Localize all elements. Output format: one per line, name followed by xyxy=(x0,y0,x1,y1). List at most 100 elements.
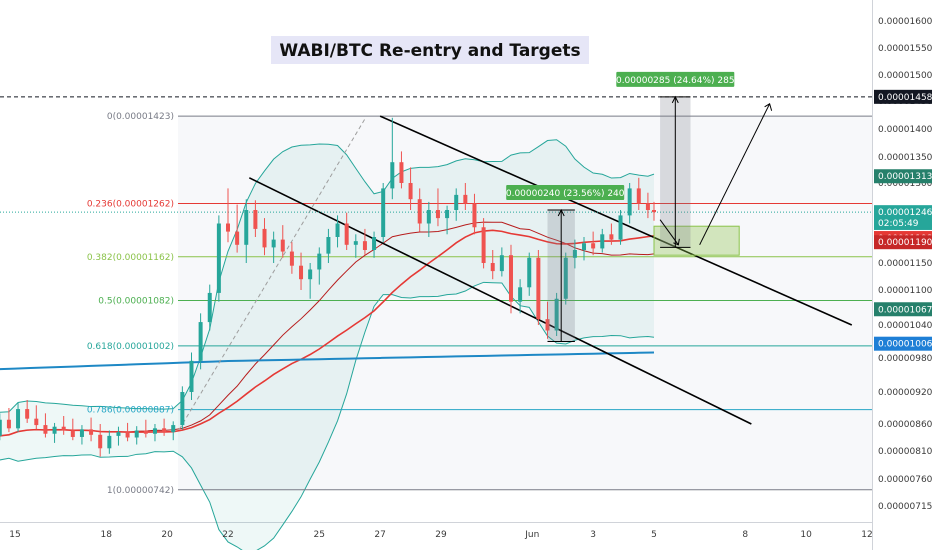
time-tick-label: 10 xyxy=(800,530,812,540)
candle-body xyxy=(435,210,440,219)
candle-body xyxy=(372,237,377,250)
candle-body xyxy=(499,255,504,272)
price-tick-label: 0.00001600 xyxy=(878,17,932,27)
candle-body xyxy=(98,434,103,449)
price-tag-text: 0.00001067 xyxy=(878,305,932,315)
price-tick-label: 0.00001550 xyxy=(878,44,932,54)
price-tick-label: 0.00001300 xyxy=(878,179,932,189)
candle-body xyxy=(143,430,148,434)
candle-body xyxy=(591,243,596,249)
price-tick-label: 0.00001500 xyxy=(878,71,932,81)
candle-body xyxy=(6,419,11,429)
candle-body xyxy=(353,241,358,245)
candle-body xyxy=(326,237,331,254)
candle-body xyxy=(116,432,121,436)
candle-body xyxy=(244,210,249,245)
candle-body xyxy=(289,251,294,266)
candle-body xyxy=(198,322,203,361)
price-tick-label: 0.00000760 xyxy=(878,475,932,485)
ma-200-line xyxy=(0,351,655,371)
price-tag xyxy=(874,215,932,230)
candle-body xyxy=(52,426,57,434)
candle-body xyxy=(70,430,75,437)
candle-body xyxy=(636,188,641,204)
bollinger-upper xyxy=(0,139,655,413)
candle-body xyxy=(171,425,176,433)
fib-level-label: 0(0.00001423) xyxy=(107,112,174,122)
bollinger-lower xyxy=(0,281,655,554)
measure-label-text: 0.00000285 (24.64%) 285 xyxy=(616,76,735,86)
price-tag xyxy=(874,302,932,317)
time-tick-label: 3 xyxy=(590,530,596,540)
price-tag xyxy=(874,89,932,104)
candle-body xyxy=(162,428,167,433)
candle-body xyxy=(618,215,623,240)
price-tag-text: 02:05:49 xyxy=(878,219,919,229)
candle-body xyxy=(152,428,157,434)
dashed-trend-line xyxy=(178,118,366,430)
price-tag-text: 0.00001190 xyxy=(878,238,932,248)
time-tick-label: Jun xyxy=(524,530,539,540)
candle-body xyxy=(335,223,340,237)
candle-body xyxy=(408,183,413,200)
candle-body xyxy=(107,435,112,449)
candle-body xyxy=(25,409,30,419)
price-tick-label: 0.00000810 xyxy=(878,447,932,457)
price-tag-text: 0.00001313 xyxy=(878,172,932,182)
candle-body xyxy=(627,188,632,216)
price-tag-text: 0.00001006 xyxy=(878,340,932,350)
candle-body xyxy=(563,257,568,299)
candle-body xyxy=(89,429,94,435)
channel-lower-line xyxy=(248,177,752,425)
candle-body xyxy=(189,360,194,392)
candle-body xyxy=(609,234,614,240)
candle-body xyxy=(417,199,422,224)
fib-level-label: 1(0.00000742) xyxy=(107,486,174,496)
time-tick-label: 29 xyxy=(435,530,447,540)
candle-body xyxy=(472,203,477,228)
candle-body xyxy=(426,210,431,224)
candle-body xyxy=(216,223,221,293)
candle-body xyxy=(362,241,367,250)
candle-body xyxy=(582,243,587,250)
candle-body xyxy=(390,162,395,189)
candle-body xyxy=(545,319,550,331)
price-tag-text: 0.00001246 xyxy=(878,208,932,218)
projection-arrow-up xyxy=(699,103,771,246)
candle-body xyxy=(34,418,39,426)
price-tick-label: 0.00000715 xyxy=(878,502,932,512)
price-tag xyxy=(874,336,932,351)
price-axis-panel xyxy=(872,0,932,550)
price-tick-label: 0.00000980 xyxy=(878,354,932,364)
price-tick-label: 0.00001150 xyxy=(878,259,932,269)
candle-body xyxy=(16,409,21,429)
candle-body xyxy=(61,426,66,431)
time-tick-label: 18 xyxy=(101,530,113,540)
candle-body xyxy=(527,257,532,288)
time-tick-label: 12 xyxy=(861,530,872,540)
measure-label-box xyxy=(616,71,735,87)
candle-body xyxy=(271,239,276,248)
time-tick-label: 5 xyxy=(651,530,657,540)
candle-body xyxy=(134,430,139,438)
fib-zone-tint xyxy=(178,116,872,490)
time-tick-label: 20 xyxy=(161,530,173,540)
candle-body xyxy=(180,392,185,426)
candle-body xyxy=(79,429,84,437)
candle-body xyxy=(381,188,386,237)
time-tick-label: 8 xyxy=(742,530,748,540)
candle-body xyxy=(554,298,559,331)
projection-arrow-down-head xyxy=(673,238,680,246)
chart-title: WABI/BTC Re-entry and Targets xyxy=(279,41,580,61)
price-tag xyxy=(874,235,932,250)
title-background xyxy=(271,36,589,64)
measure-label-text: 0.00000240 (23.56%) 240 xyxy=(506,189,625,199)
measure-arrow-head xyxy=(557,208,565,217)
ma-50-line xyxy=(0,229,655,437)
price-tag xyxy=(874,169,932,184)
candle-body xyxy=(399,162,404,183)
candle-body xyxy=(518,287,523,302)
candle-body xyxy=(253,210,258,229)
candle-body xyxy=(652,210,656,213)
